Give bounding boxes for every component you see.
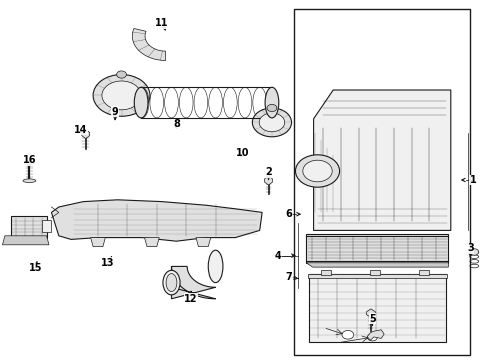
Ellipse shape: [208, 250, 223, 283]
Text: 10: 10: [236, 148, 249, 158]
Circle shape: [93, 75, 150, 116]
Text: 11: 11: [155, 18, 169, 28]
Text: 8: 8: [173, 119, 180, 129]
Text: 4: 4: [275, 251, 282, 261]
Polygon shape: [306, 263, 448, 267]
Polygon shape: [172, 266, 216, 299]
Text: 14: 14: [74, 125, 88, 135]
Polygon shape: [91, 238, 105, 247]
Circle shape: [252, 108, 292, 137]
Polygon shape: [145, 238, 159, 247]
Polygon shape: [308, 274, 447, 278]
Polygon shape: [367, 309, 375, 318]
Bar: [370, 270, 380, 275]
Bar: [42, 220, 51, 232]
Circle shape: [470, 249, 479, 255]
Circle shape: [303, 160, 332, 182]
Bar: [321, 270, 331, 275]
Polygon shape: [306, 234, 448, 263]
Ellipse shape: [23, 179, 36, 183]
Text: 12: 12: [184, 294, 198, 304]
Circle shape: [117, 71, 126, 78]
Bar: [419, 270, 429, 275]
Polygon shape: [51, 200, 262, 241]
Text: 7: 7: [286, 272, 293, 282]
Text: 1: 1: [469, 175, 476, 185]
Text: 15: 15: [28, 263, 42, 273]
Text: 3: 3: [467, 243, 474, 253]
Circle shape: [368, 334, 377, 341]
Circle shape: [342, 330, 354, 339]
Polygon shape: [367, 330, 384, 340]
Ellipse shape: [24, 161, 35, 165]
Text: 6: 6: [286, 209, 293, 219]
Circle shape: [267, 104, 277, 112]
Polygon shape: [196, 238, 211, 247]
Bar: [294, 9, 470, 355]
Polygon shape: [132, 28, 166, 60]
Polygon shape: [265, 176, 272, 185]
Polygon shape: [314, 90, 451, 230]
Text: 2: 2: [265, 167, 272, 177]
Polygon shape: [82, 130, 90, 139]
Ellipse shape: [166, 274, 177, 292]
Text: 13: 13: [101, 258, 115, 268]
Polygon shape: [11, 216, 47, 238]
Ellipse shape: [163, 270, 180, 295]
Circle shape: [102, 81, 141, 110]
Polygon shape: [2, 236, 49, 245]
Ellipse shape: [265, 87, 279, 118]
Circle shape: [259, 113, 285, 132]
Text: 16: 16: [23, 155, 36, 165]
Ellipse shape: [134, 87, 148, 118]
Circle shape: [295, 155, 340, 187]
Polygon shape: [309, 274, 446, 342]
Text: 9: 9: [112, 107, 119, 117]
Text: 5: 5: [369, 314, 376, 324]
